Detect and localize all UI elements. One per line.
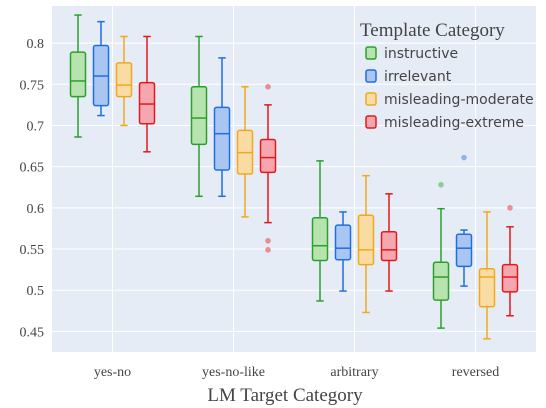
outlier-point <box>461 154 467 161</box>
box-iqr <box>334 224 352 261</box>
box-instructive-reversed[interactable] <box>432 181 450 329</box>
y-tick-label: 0.7 <box>27 119 45 134</box>
legend[interactable]: Template Category instructive irrelevant m… <box>360 20 534 131</box>
box-misleading-moderate-arbitrary[interactable] <box>357 174 375 314</box>
box-misleading-moderate-reversed[interactable] <box>478 211 496 340</box>
y-axis-ticks: 0.45 0.5 0.55 0.6 0.65 0.7 0.75 0.8 <box>20 37 45 340</box>
box-iqr <box>69 51 87 98</box>
x-tick-label: reversed <box>452 365 499 380</box>
legend-item-instructive[interactable]: instructive <box>365 46 458 62</box>
box-iqr <box>432 261 450 301</box>
box-misleading-moderate-yes-no-like[interactable] <box>236 85 254 218</box>
box-iqr <box>138 81 156 125</box>
y-tick-label: 0.6 <box>27 202 45 217</box>
gridlines <box>52 6 536 352</box>
box-iqr <box>455 233 473 268</box>
box-iqr <box>478 268 496 308</box>
box-irrelevant-arbitrary[interactable] <box>334 211 352 292</box>
outlier-point <box>265 247 271 253</box>
box-iqr <box>357 214 375 266</box>
x-tick-label: yes-no <box>94 365 131 380</box>
box-irrelevant-yes-no[interactable] <box>92 20 110 117</box>
outlier-point <box>265 237 271 244</box>
box-iqr <box>259 138 277 174</box>
outlier-point <box>438 181 444 188</box>
series-misleading-extreme <box>138 35 519 317</box>
outlier-point <box>507 205 513 211</box>
box-misleading-extreme-arbitrary[interactable] <box>380 193 398 292</box>
legend-label: instructive <box>384 46 458 62</box>
legend-swatch <box>365 92 377 106</box>
box-misleading-moderate-yes-no[interactable] <box>115 35 133 127</box>
y-tick-label: 0.55 <box>20 243 45 258</box>
x-axis-title: LM Target Category <box>207 385 363 406</box>
box-iqr <box>190 85 208 146</box>
legend-label: misleading-extreme <box>384 115 524 131</box>
plot-background <box>52 6 536 352</box>
box-iqr <box>501 263 519 293</box>
legend-item-irrelevant[interactable]: irrelevant <box>365 69 452 85</box>
box-iqr <box>213 106 231 171</box>
box-irrelevant-yes-no-like[interactable] <box>213 57 231 198</box>
y-tick-label: 0.75 <box>20 78 45 93</box>
box-misleading-extreme-yes-no-like[interactable] <box>259 83 277 253</box>
box-misleading-extreme-reversed[interactable] <box>501 205 519 317</box>
legend-swatch <box>365 69 377 83</box>
y-tick-label: 0.8 <box>27 37 45 52</box>
x-axis-ticks: yes-no yes-no-like arbitrary reversed <box>94 365 499 380</box>
y-tick-label: 0.65 <box>20 161 45 176</box>
legend-swatch <box>365 46 377 60</box>
outlier-point <box>265 83 271 90</box>
box-series <box>69 14 519 340</box>
series-instructive <box>69 14 450 329</box>
y-tick-label: 0.45 <box>20 325 45 340</box>
x-tick-label: yes-no-like <box>202 365 265 380</box>
box-instructive-yes-no-like[interactable] <box>190 35 208 198</box>
y-tick-label: 0.5 <box>27 284 45 299</box>
x-tick-label: arbitrary <box>330 365 378 380</box>
series-misleading-moderate <box>115 35 496 340</box>
legend-item-misleading-extreme[interactable]: misleading-extreme <box>365 115 524 131</box>
box-iqr <box>311 216 329 262</box>
legend-swatch <box>365 115 377 129</box>
box-misleading-extreme-yes-no[interactable] <box>138 35 156 153</box>
box-irrelevant-reversed[interactable] <box>455 154 473 287</box>
legend-item-misleading-moderate[interactable]: misleading-moderate <box>365 92 534 108</box>
box-iqr <box>380 230 398 262</box>
box-instructive-arbitrary[interactable] <box>311 160 329 302</box>
box-iqr <box>115 62 133 98</box>
legend-label: misleading-moderate <box>384 92 534 108</box>
box-instructive-yes-no[interactable] <box>69 14 87 138</box>
legend-title: Template Category <box>360 20 505 41</box>
series-irrelevant <box>92 20 473 292</box>
legend-label: irrelevant <box>384 69 452 85</box>
